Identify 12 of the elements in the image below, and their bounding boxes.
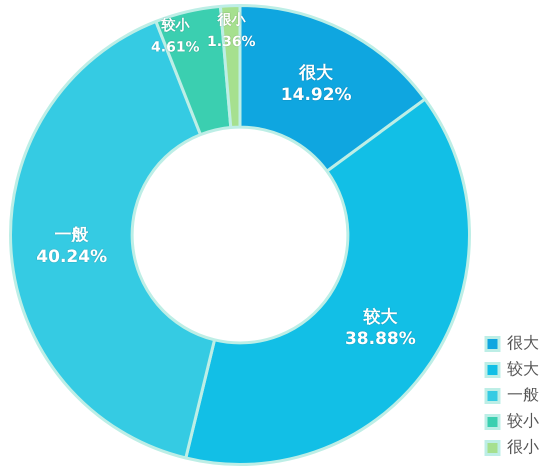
legend-label: 很大 xyxy=(507,333,539,352)
legend-label: 一般 xyxy=(507,385,539,404)
data-label: 40.24% xyxy=(36,246,108,267)
legend-label: 很小 xyxy=(507,437,539,456)
slice-label: 一般 xyxy=(54,224,90,245)
slice-label: 较小 xyxy=(160,17,190,34)
slice-label: 较大 xyxy=(362,306,398,327)
legend-label: 较大 xyxy=(507,359,539,378)
data-label: 14.92% xyxy=(280,84,352,105)
data-label: 38.88% xyxy=(344,328,416,349)
slice-label: 很大 xyxy=(298,62,334,83)
legend-label: 较小 xyxy=(507,411,539,430)
